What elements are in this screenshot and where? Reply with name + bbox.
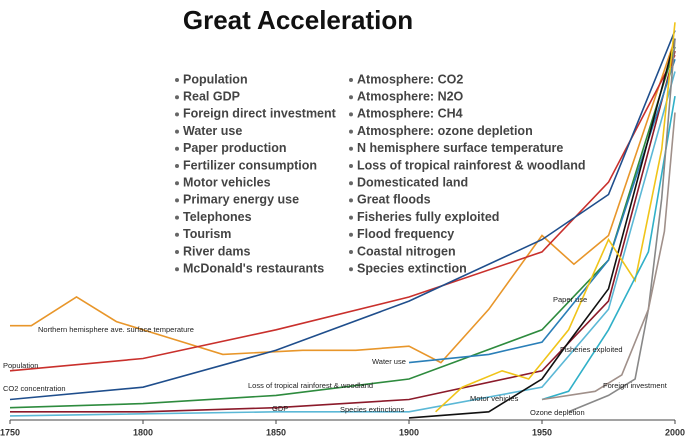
indicator: Paper production bbox=[183, 141, 286, 155]
indicator: Atmosphere: ozone depletion bbox=[357, 124, 533, 138]
indicator: Atmosphere: CH4 bbox=[357, 107, 463, 121]
bullet bbox=[175, 267, 179, 272]
indicator: Primary energy use bbox=[183, 193, 299, 207]
series-label: Loss of tropical rainforest & woodland bbox=[248, 381, 373, 390]
series-label: Fisheries exploited bbox=[560, 345, 623, 354]
series-line bbox=[568, 38, 676, 413]
indicator: Water use bbox=[183, 124, 242, 138]
bullet bbox=[349, 215, 353, 220]
indicator: Tourism bbox=[183, 227, 231, 241]
x-tick-label: 2000 bbox=[665, 427, 685, 437]
bullet bbox=[349, 112, 353, 117]
series-line bbox=[9, 54, 676, 372]
bullet bbox=[175, 164, 179, 168]
indicator: Great floods bbox=[357, 193, 431, 207]
bullet bbox=[175, 250, 179, 254]
x-tick-label: 1950 bbox=[532, 427, 552, 437]
indicator: Fertilizer consumption bbox=[183, 158, 317, 172]
bullet bbox=[175, 95, 179, 100]
bullet bbox=[349, 198, 353, 203]
series-label: Motor vehicles bbox=[470, 394, 519, 403]
series-line bbox=[10, 50, 676, 413]
bullet bbox=[175, 215, 179, 220]
series-label: Foreign investment bbox=[603, 381, 668, 390]
series-line bbox=[10, 38, 676, 364]
series-line bbox=[408, 38, 676, 419]
chart-title: Great Acceleration bbox=[183, 5, 413, 35]
bullet bbox=[349, 78, 353, 82]
bullet bbox=[175, 146, 179, 151]
indicator: Domesticated land bbox=[357, 175, 468, 189]
series-label: Paper use bbox=[553, 295, 587, 304]
indicator: Telephones bbox=[183, 210, 252, 224]
indicator: Species extinction bbox=[357, 261, 467, 275]
bullet bbox=[175, 232, 179, 237]
indicator: McDonald's restaurants bbox=[183, 261, 324, 275]
indicator: Fisheries fully exploited bbox=[357, 210, 499, 224]
bullet bbox=[175, 129, 179, 134]
indicator: Flood frequency bbox=[357, 227, 454, 241]
series-label: Northern hemisphere ave. surface tempera… bbox=[38, 325, 194, 334]
bullet bbox=[175, 112, 179, 117]
indicator: Coastal nitrogen bbox=[357, 244, 456, 258]
x-tick-label: 1850 bbox=[266, 427, 286, 437]
series-line bbox=[541, 95, 676, 401]
series-label: Population bbox=[3, 361, 38, 370]
x-tick-label: 1800 bbox=[133, 427, 153, 437]
bullet bbox=[349, 267, 353, 272]
indicator: Atmosphere: N2O bbox=[357, 89, 464, 103]
bullet bbox=[349, 164, 353, 168]
series-label: GDP bbox=[272, 404, 288, 413]
series-label: Water use bbox=[372, 357, 406, 366]
series-line bbox=[9, 30, 676, 401]
bullet bbox=[349, 250, 353, 254]
series-line bbox=[541, 112, 676, 401]
x-tick-label: 1750 bbox=[0, 427, 20, 437]
bullet bbox=[175, 198, 179, 203]
series-line bbox=[9, 71, 676, 417]
series-line bbox=[408, 58, 676, 364]
x-tick-label: 1900 bbox=[399, 427, 419, 437]
bullet bbox=[175, 78, 179, 82]
indicator: Motor vehicles bbox=[183, 175, 271, 189]
indicator: N hemisphere surface temperature bbox=[357, 141, 563, 155]
bullet bbox=[349, 146, 353, 151]
indicator: Foreign direct investment bbox=[183, 107, 337, 121]
indicator: Atmosphere: CO2 bbox=[357, 72, 463, 86]
indicator: Loss of tropical rainforest & woodland bbox=[357, 158, 586, 172]
indicator: Real GDP bbox=[183, 89, 240, 103]
bullet bbox=[175, 181, 179, 186]
bullet bbox=[349, 181, 353, 186]
series-line bbox=[435, 22, 676, 413]
series-label: CO2 concentration bbox=[3, 384, 66, 393]
series-label: Species extinctions bbox=[340, 405, 404, 414]
bullet bbox=[349, 232, 353, 237]
bullet bbox=[349, 129, 353, 134]
series-label: Ozone depletion bbox=[530, 408, 585, 417]
bullet bbox=[349, 95, 353, 100]
indicator: Population bbox=[183, 72, 248, 86]
indicator: River dams bbox=[183, 244, 250, 258]
